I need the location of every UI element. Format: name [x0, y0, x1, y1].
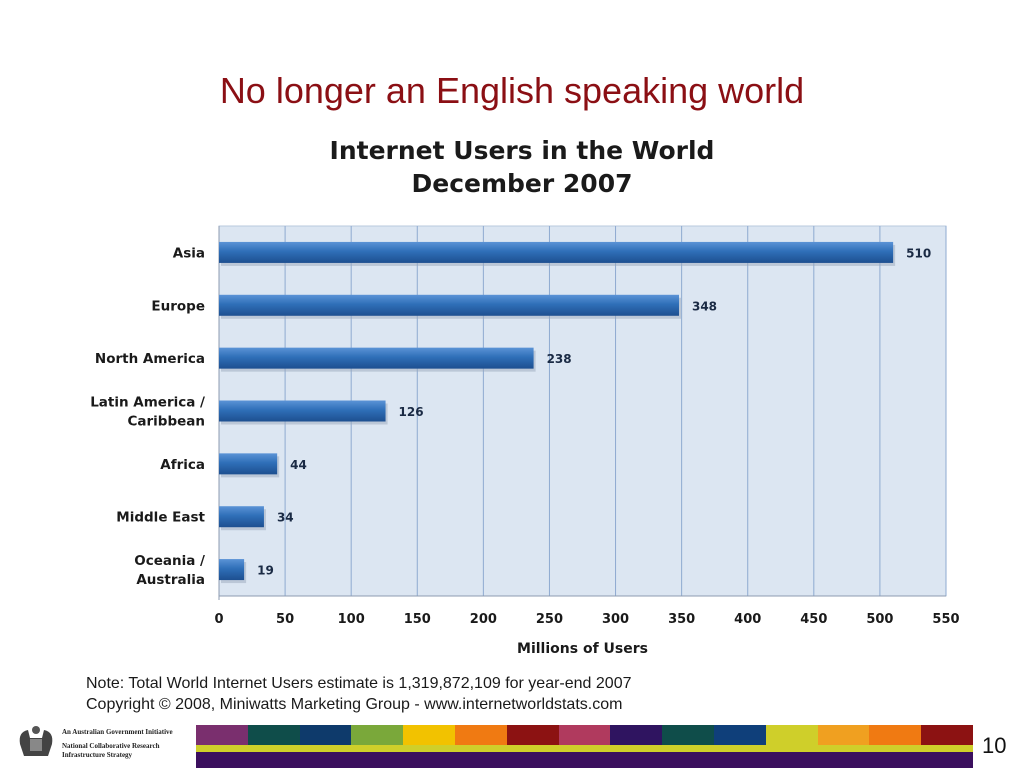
footer-strip-segment — [351, 725, 404, 745]
logo-line-initiative: An Australian Government Initiative — [62, 728, 173, 736]
category-label: North America — [95, 351, 205, 367]
x-tick-label: 300 — [602, 612, 629, 627]
footer-strip-segment — [454, 725, 507, 745]
footer-strip-segment — [558, 725, 611, 745]
category-label: Australia — [136, 572, 205, 588]
x-tick-label: 500 — [866, 612, 893, 627]
x-tick-label: 100 — [338, 612, 365, 627]
page-number: 10 — [982, 733, 1007, 758]
category-label: Africa — [160, 457, 205, 473]
bar-value-label: 238 — [547, 352, 572, 366]
bar-value-label: 510 — [906, 246, 931, 260]
category-label: Europe — [151, 298, 205, 314]
footer-strip-segment — [247, 725, 300, 745]
footer-strip-segment — [817, 725, 870, 745]
chart-note: Note: Total World Internet Users estimat… — [86, 673, 632, 715]
x-tick-label: 250 — [536, 612, 563, 627]
x-tick-label: 550 — [932, 612, 959, 627]
bar — [219, 294, 679, 316]
footer-logo: An Australian Government Initiative Nati… — [14, 722, 184, 764]
slide-title: No longer an English speaking world — [219, 70, 805, 111]
x-tick-label: 0 — [214, 612, 223, 627]
bar-value-label: 19 — [257, 564, 274, 578]
coat-of-arms-icon — [19, 726, 53, 756]
footer-strip-segment — [662, 725, 714, 745]
bar-value-label: 126 — [399, 405, 424, 419]
category-label: Middle East — [116, 510, 205, 526]
chart-title: Internet Users in the World — [329, 136, 715, 165]
x-tick-label: 50 — [276, 612, 294, 627]
bar-value-label: 44 — [290, 458, 307, 472]
chart-subtitle: December 2007 — [411, 169, 633, 198]
note-line-total: Note: Total World Internet Users estimat… — [86, 675, 632, 692]
footer-strip-segment — [610, 725, 663, 745]
logo-line-ncris: National Collaborative Research — [62, 742, 160, 750]
footer-strip-segment — [299, 725, 352, 745]
bar — [219, 559, 245, 581]
footer-strip-segment — [196, 725, 248, 745]
category-label: Asia — [173, 245, 205, 261]
bar — [219, 453, 278, 475]
bar-value-label: 348 — [692, 299, 717, 313]
x-tick-label: 450 — [800, 612, 827, 627]
footer-strip-segment — [713, 725, 766, 745]
chart-title-block: Internet Users in the World December 200… — [0, 134, 1024, 200]
category-label: Caribbean — [127, 414, 205, 430]
logo-line-strategy: Infrastructure Strategy — [62, 751, 133, 759]
x-tick-label: 350 — [668, 612, 695, 627]
x-tick-label: 200 — [470, 612, 497, 627]
footer-color-strip — [196, 725, 973, 745]
bar — [219, 241, 894, 263]
bar — [219, 347, 534, 369]
bar-value-label: 34 — [277, 511, 294, 525]
x-tick-label: 400 — [734, 612, 761, 627]
footer-strip-segment — [869, 725, 922, 745]
x-tick-label: 150 — [404, 612, 431, 627]
category-label: Latin America / — [90, 395, 205, 411]
footer-yellow-line — [196, 745, 973, 752]
footer-purple-band — [196, 752, 973, 768]
category-label: Oceania / — [134, 553, 205, 569]
footer-strip-segment — [921, 725, 973, 745]
x-axis-label: Millions of Users — [517, 641, 648, 657]
note-line-copyright: Copyright © 2008, Miniwatts Marketing Gr… — [86, 696, 623, 713]
footer-strip-segment — [765, 725, 818, 745]
footer-strip-segment — [506, 725, 559, 745]
footer-strip-segment — [403, 725, 455, 745]
bar-chart: 0 50 100 150 200 250 300 350 400 450 500 550 Million… — [90, 225, 960, 657]
bar — [219, 400, 386, 422]
bar — [219, 506, 264, 528]
